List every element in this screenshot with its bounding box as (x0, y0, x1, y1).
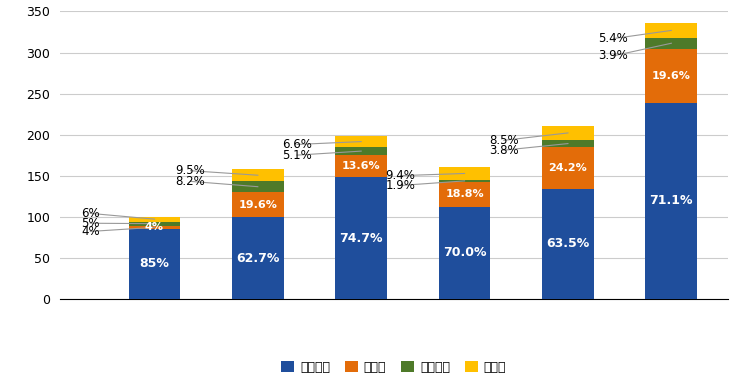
Text: 71.1%: 71.1% (650, 194, 693, 207)
Text: 8.2%: 8.2% (176, 175, 206, 188)
Bar (439, 182, 491, 207)
Bar (646, 23, 698, 38)
Text: 19.6%: 19.6% (652, 70, 691, 81)
Bar (542, 189, 594, 299)
Text: 74.7%: 74.7% (340, 232, 383, 245)
Text: 3.8%: 3.8% (489, 144, 519, 157)
Bar (232, 169, 284, 182)
Bar (335, 155, 387, 177)
Bar (232, 218, 284, 299)
Bar (439, 207, 491, 299)
Bar (335, 177, 387, 299)
Bar (335, 136, 387, 147)
Bar (439, 167, 491, 180)
Bar (542, 140, 594, 147)
Text: 9.4%: 9.4% (386, 169, 416, 182)
Text: 9.5%: 9.5% (176, 164, 206, 177)
Text: 6.6%: 6.6% (282, 138, 312, 151)
Bar (232, 192, 284, 218)
Text: 5.1%: 5.1% (282, 149, 312, 162)
Text: 8.5%: 8.5% (489, 134, 519, 147)
Bar (646, 103, 698, 299)
Bar (646, 38, 698, 49)
Text: 62.7%: 62.7% (236, 252, 280, 265)
Bar (128, 222, 180, 226)
Text: 3.9%: 3.9% (598, 49, 628, 62)
Bar (128, 229, 180, 299)
Text: 85%: 85% (140, 257, 170, 270)
Text: 4%: 4% (145, 223, 164, 232)
Text: 18.8%: 18.8% (446, 190, 484, 200)
Text: 5.4%: 5.4% (598, 32, 628, 45)
Bar (335, 147, 387, 155)
Bar (439, 180, 491, 182)
Bar (542, 147, 594, 189)
Text: 4%: 4% (81, 225, 100, 238)
Text: 6%: 6% (81, 207, 100, 220)
Text: 19.6%: 19.6% (238, 200, 278, 210)
Text: 13.6%: 13.6% (342, 161, 380, 171)
Text: 5%: 5% (81, 217, 100, 230)
Bar (128, 217, 180, 222)
Text: 1.9%: 1.9% (386, 179, 416, 192)
Text: 24.2%: 24.2% (548, 163, 587, 173)
Text: 70.0%: 70.0% (442, 246, 486, 259)
Bar (646, 49, 698, 103)
Bar (128, 226, 180, 229)
Legend: 障害者等, 事業者, 自治体等, その他: 障害者等, 事業者, 自治体等, その他 (276, 356, 512, 379)
Bar (232, 182, 284, 192)
Text: 63.5%: 63.5% (546, 237, 590, 250)
Bar (542, 126, 594, 140)
